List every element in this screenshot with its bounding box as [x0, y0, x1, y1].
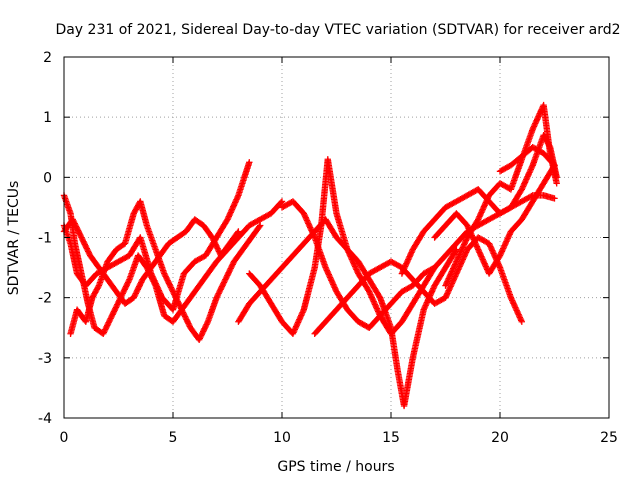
y-tick-label: -4 [38, 411, 52, 427]
data-point [151, 281, 159, 288]
data-point [125, 277, 132, 285]
x-tick-label: 25 [600, 430, 618, 446]
y-tick-label: -3 [38, 351, 52, 367]
series-track-5 [235, 216, 460, 410]
series-track-11 [431, 162, 558, 277]
y-tick-label: 2 [43, 50, 52, 66]
data-point [256, 223, 263, 230]
series-track-12 [496, 144, 558, 175]
data-point [553, 180, 560, 187]
data-point [204, 319, 211, 327]
x-tick-label: 0 [60, 430, 69, 446]
x-tick-label: 20 [491, 430, 509, 446]
data-point [234, 229, 241, 236]
y-tick-label: 0 [43, 170, 52, 186]
data-point [277, 199, 285, 206]
data-point [550, 161, 557, 168]
data-point [551, 195, 558, 202]
y-tick-label: -2 [38, 291, 52, 307]
x-tick-label: 5 [169, 430, 178, 446]
x-tick-label: 10 [273, 430, 291, 446]
data-point [452, 247, 459, 255]
data-points [60, 101, 560, 410]
y-axis-label: SDTVAR / TECUs [6, 181, 22, 296]
x-tick-label: 15 [382, 430, 400, 446]
series-track-3 [67, 198, 264, 343]
data-point [257, 222, 264, 229]
data-point [246, 159, 253, 166]
data-point [278, 198, 286, 205]
data-point [94, 283, 102, 291]
x-axis-label: GPS time / hours [277, 459, 394, 475]
series-track-7 [278, 192, 558, 331]
chart-title: Day 231 of 2021, Sidereal Day-to-day VTE… [55, 22, 620, 38]
data-point [235, 228, 242, 235]
series-track-4 [60, 216, 242, 307]
y-tick-label: 1 [43, 110, 52, 126]
axis-ticks: 0 5 10 15 20 25 -4 -3 -2 -1 0 1 2 [38, 50, 618, 446]
y-tick-label: -1 [38, 231, 52, 247]
data-point [376, 293, 383, 300]
data-point [518, 318, 525, 325]
series-track-8 [311, 234, 525, 337]
data-point [551, 162, 558, 169]
